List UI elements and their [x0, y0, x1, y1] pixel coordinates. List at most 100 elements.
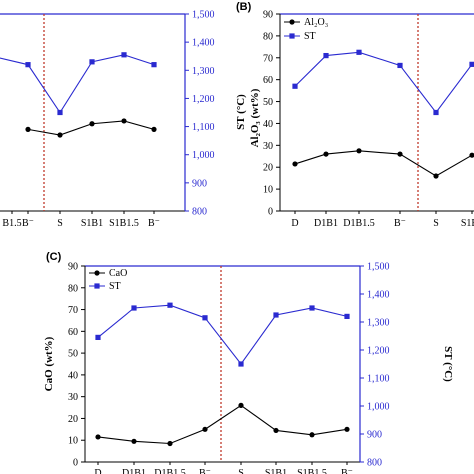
panel-c-x-tick-label: D1B1.5	[154, 468, 185, 474]
panel-b-letter: (B)	[236, 1, 252, 13]
panel-b-y-tick-label: 60	[263, 75, 273, 86]
panel-a-series-blue-point	[25, 62, 31, 68]
panel-c-series-st-point	[238, 361, 244, 367]
panel-c-x-tick-label: S1B1	[265, 468, 287, 474]
panel-b-series-al2o3-point	[433, 173, 439, 179]
panel-b-y-tick-label: 0	[268, 207, 273, 218]
panel-b-series-al2o3-point	[356, 148, 362, 154]
panel-c-series-cao-line	[97, 404, 348, 445]
panel-b-series-st-point	[433, 109, 439, 116]
panel-b-y-tick-label: 20	[263, 163, 273, 174]
panel-c-y-tick-label: 50	[68, 349, 78, 360]
panel-a-series-black-point	[121, 118, 127, 124]
panel-b-legend-swatch-marker	[289, 33, 295, 39]
panel-a-x-tick-label: S1B1	[81, 218, 103, 229]
panel-c-y-tick-label: 0	[73, 458, 78, 469]
panel-a-series-blue-point	[151, 62, 157, 68]
panel-b-y-tick-label: 80	[263, 31, 273, 42]
panel-b-legend-label: Al₂O₃	[304, 17, 328, 28]
panel-c-legend-swatch-marker	[94, 283, 100, 289]
panel-c-x-tick-label: B⁻	[341, 468, 353, 474]
panel-c-y-tick-label: 10	[68, 436, 78, 447]
panel-b-series-st-point	[469, 61, 474, 67]
panel-c-y2-tick-label: 1,200	[367, 346, 390, 357]
panel-c-x-tick-label: B⁻	[199, 468, 211, 474]
panel-a-series-blue-line	[0, 54, 155, 114]
panel-c-y2-tick-label: 900	[367, 430, 382, 441]
panel-b-series-al2o3-point	[292, 161, 298, 167]
panel-c-series-st-point	[309, 305, 315, 311]
panel-c-series-st-line	[97, 304, 348, 365]
panel-a-y2-tick-label: 800	[192, 207, 207, 218]
panel-a-y2-tick-label: 1,100	[192, 122, 215, 133]
panel-b-series-al2o3-point	[397, 151, 403, 157]
panel-b-series-st-point	[397, 62, 403, 69]
panel-c-series-st-point	[273, 312, 279, 318]
panel-b-series-st-point	[323, 52, 329, 59]
panel-c-y-tick-label: 30	[68, 392, 78, 403]
panel-c-series-cao-point	[95, 434, 101, 440]
panel-a-series-black-point	[25, 126, 31, 132]
panel-b-series-al2o3-point	[469, 152, 474, 158]
panel-c-series-st-point	[344, 313, 350, 319]
panel-c-series-cao-point	[167, 440, 173, 447]
panel-c-series-cao-point	[202, 426, 208, 432]
panel-a-series-blue-point	[57, 109, 63, 116]
panel-c-y2-tick-label: 1,000	[367, 402, 390, 413]
panel-b-x-tick-label: D1B1	[314, 218, 338, 229]
panel-a-series-black-point	[57, 132, 63, 138]
panel-c-y2-tick-label: 1,500	[367, 262, 390, 273]
panel-b-x-tick-label: D	[291, 218, 298, 229]
panel-b-legend-label: ST	[304, 31, 316, 42]
panel-a-series-blue-point	[121, 52, 127, 58]
panel-c-y2-tick-label: 800	[367, 458, 382, 469]
panel-a-series-black-point	[89, 121, 95, 127]
panel-c-y-tick-label: 90	[68, 262, 78, 273]
panel-c-letter: (C)	[46, 251, 62, 263]
panel-c-y2-tick-label: 1,100	[367, 374, 390, 385]
panel-c-y-tick-label: 60	[68, 327, 78, 338]
panel-c-legend-swatch-marker	[94, 270, 100, 276]
panel-b-y-tick-label: 90	[263, 10, 273, 21]
panel-c-x-tick-label: S1B1.5	[297, 468, 327, 474]
panel-b-series-st-point	[356, 49, 362, 55]
panel-b-y-tick-label: 30	[263, 141, 273, 152]
panel-b-x-tick-label: B⁻	[394, 218, 406, 229]
panel-c-y-tick-label: 40	[68, 370, 78, 381]
panel-a-y2-tick-label: 1,400	[192, 38, 215, 49]
panel-a-y2-tick-label: 1,500	[192, 10, 215, 21]
panel-b-y-tick-label: 10	[263, 185, 273, 196]
panel-a-x-tick-label: B⁻	[22, 218, 34, 229]
panel-c-series-st-point	[95, 334, 101, 340]
panel-b-series-st-point	[292, 83, 298, 89]
panel-c-y-tick-label: 20	[68, 414, 78, 425]
panel-b-legend-swatch-marker	[289, 19, 295, 25]
panel-c-series-st-point	[167, 302, 173, 308]
panel-a-x-tick-label: B1.5	[2, 218, 21, 229]
panel-a-y2-tick-label: 1,200	[192, 94, 215, 105]
panel-b-y-tick-label: 50	[263, 97, 273, 108]
panel-c-series-cao-point	[309, 432, 315, 438]
panel-c-x-tick-label: D1B1	[122, 468, 146, 474]
panel-b-x-tick-label: D1B1.5	[343, 218, 374, 229]
panel-c-y-label: CaO (wt%)	[43, 336, 55, 391]
panel-b-y-tick-label: 70	[263, 53, 273, 64]
panel-c-y2-label: ST (°C)	[442, 346, 454, 382]
panel-b-x-tick-label: S1B1	[461, 218, 474, 229]
panel-a-x-tick-label: S	[57, 218, 63, 229]
panel-b-series-al2o3-line	[294, 150, 473, 177]
panel-b-series-al2o3-point	[323, 151, 329, 157]
panel-c-series-cao-point	[344, 426, 350, 432]
panel-a-y2-tick-label: 900	[192, 178, 207, 189]
panel-c-y-tick-label: 70	[68, 305, 78, 316]
panel-c-series-st-point	[131, 305, 137, 311]
panel-a-series-blue-point	[89, 59, 95, 65]
panel-c-x-tick-label: S	[238, 468, 244, 474]
panel-a-x-tick-label: B⁻	[148, 218, 160, 229]
panel-a-series-black-point	[151, 126, 157, 132]
panel-a-y2-tick-label: 1,000	[192, 150, 215, 161]
panel-b-y2-label: ST (°C)	[235, 94, 247, 130]
panel-c-legend-label: ST	[109, 281, 121, 292]
panel-c-y2-tick-label: 1,300	[367, 318, 390, 329]
